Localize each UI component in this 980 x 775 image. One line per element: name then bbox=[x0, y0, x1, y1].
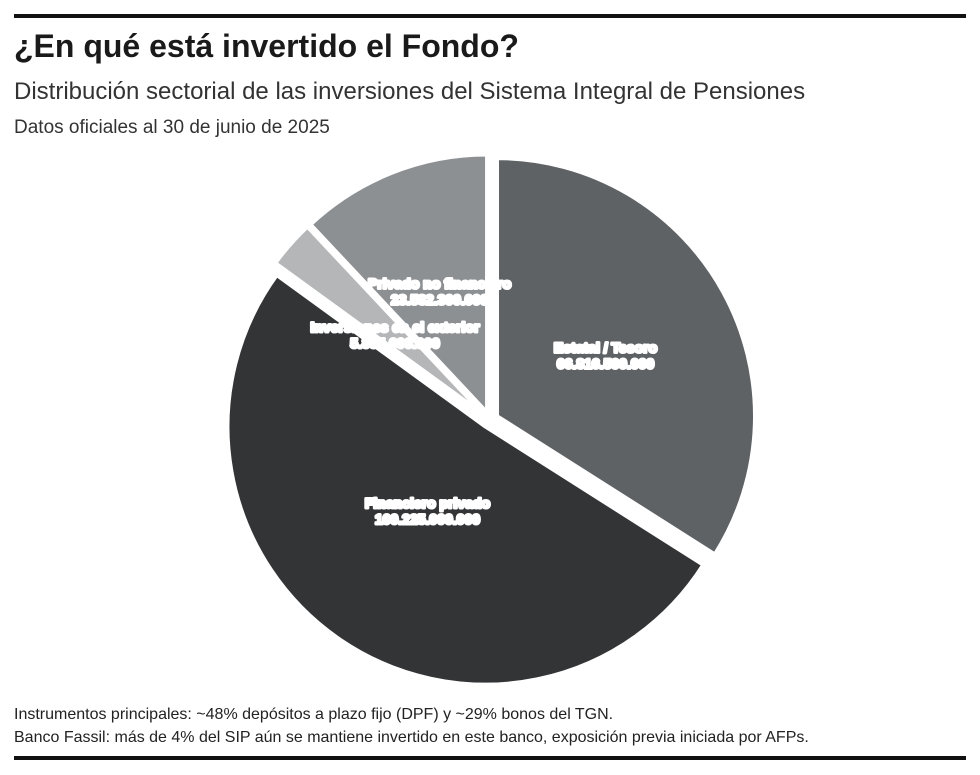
slice-value-4: 23.582.300.000 bbox=[391, 292, 489, 308]
pie-slice-4 bbox=[308, 152, 490, 415]
top-rule bbox=[14, 14, 966, 18]
bottom-rule bbox=[14, 756, 966, 760]
slice-label-2: Financiero privado bbox=[365, 495, 490, 511]
slice-label-1: Estatal / Tesoro bbox=[554, 339, 657, 355]
chart-subtitle: Distribución sectorial de las inversione… bbox=[14, 78, 806, 105]
pie-slice-3 bbox=[273, 224, 486, 417]
slice-label-4: Privado no financiero bbox=[368, 276, 511, 292]
chart-title: ¿En qué está invertido el Fondo? bbox=[14, 28, 519, 64]
footnote-instruments: Instrumentos principales: ~48% depósitos… bbox=[14, 706, 614, 723]
slice-label-3: Inversiones en el exterior bbox=[311, 319, 480, 335]
pie-slice-2 bbox=[225, 272, 706, 687]
slice-value-2: 100.225.000.000 bbox=[375, 511, 480, 527]
pie-chart: Estatal / Tesoro 66.816.500.000 Financiero… bbox=[0, 150, 980, 690]
footnote-fassil: Banco Fassil: más de 4% del SIP aún se m… bbox=[14, 729, 809, 746]
data-date: Datos oficiales al 30 de junio de 2025 bbox=[14, 117, 330, 138]
slice-value-1: 66.816.500.000 bbox=[557, 355, 655, 371]
slice-value-3: 5.895.600.000 bbox=[350, 335, 440, 351]
pie-slice-1 bbox=[495, 156, 758, 557]
